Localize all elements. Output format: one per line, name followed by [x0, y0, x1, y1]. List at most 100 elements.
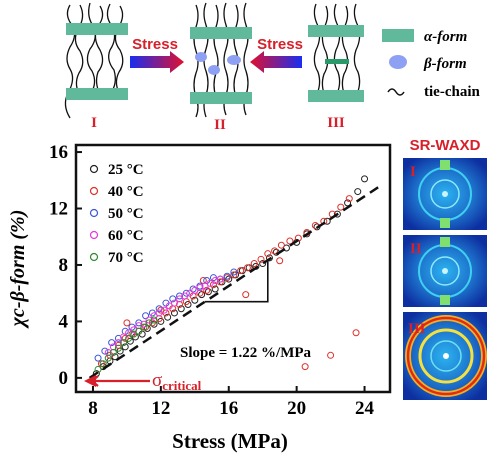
data-point-series-2 — [250, 260, 258, 268]
stress-arrow-right-label: Stress — [257, 36, 303, 53]
critical-arrowhead — [84, 375, 96, 387]
data-point-series-5 — [114, 344, 122, 352]
data-point-series-5 — [145, 319, 153, 327]
data-point-series-2 — [337, 203, 345, 211]
data-point-series-4 — [160, 306, 168, 314]
y-axis-label: χc-β-form (%) — [7, 210, 29, 330]
data-point-series-4 — [176, 295, 184, 303]
data-point-series-1 — [344, 199, 352, 207]
schematic: I Stress — [64, 2, 480, 133]
legend-label: 70 °C — [108, 250, 144, 266]
data-point-series-3 — [189, 285, 197, 293]
data-point-series-2 — [271, 247, 279, 255]
data-point-series-3 — [155, 305, 163, 313]
x-tick-label: 8 — [88, 398, 98, 419]
y-tick-label: 12 — [49, 199, 68, 220]
waxd-panel-ii-label: II — [410, 241, 422, 257]
data-point-series-3 — [135, 319, 143, 327]
stage-iii-illustration — [308, 3, 364, 102]
data-point-series-2 — [257, 255, 265, 263]
stage-i-illustration — [64, 2, 128, 119]
legend-marker — [89, 252, 99, 262]
waxd-panel-i: I — [403, 158, 487, 230]
stress-arrow-left — [130, 51, 184, 73]
plot-frame — [74, 143, 392, 394]
data-point-series-1 — [191, 296, 199, 304]
data-point-series-5 — [125, 334, 133, 342]
chart-legend: 25 °C 40 °C 50 °C 60 °C 70 °C — [89, 162, 144, 266]
data-point-series-5 — [109, 348, 117, 356]
tie-chain-label: tie-chain — [424, 84, 480, 100]
data-point-series-2 — [237, 267, 245, 275]
data-point-series-5 — [120, 339, 128, 347]
alpha-form-label: α-form — [424, 29, 467, 45]
x-tick-label: 16 — [219, 398, 238, 419]
y-axis-ticks: 0 4 8 12 16 — [49, 142, 82, 389]
data-point-series-2 — [327, 351, 335, 359]
schematic-legend: α-form β-form tie-chain — [382, 29, 480, 100]
data-point-series-2 — [286, 237, 294, 245]
data-point-series-5 — [140, 323, 148, 331]
data-point-series-3 — [230, 268, 238, 276]
data-point-series-5 — [130, 330, 138, 338]
data-point-series-4 — [201, 282, 209, 290]
data-point-series-1 — [111, 353, 119, 361]
data-point-series-4 — [196, 284, 204, 292]
y-tick-label: 4 — [59, 311, 69, 332]
data-point-series-1 — [170, 309, 178, 317]
data-point-series-5 — [99, 360, 107, 368]
legend-marker — [89, 164, 99, 174]
data-point-series-4 — [165, 302, 173, 310]
data-point-series-3 — [101, 347, 109, 355]
x-axis-ticks: 8 12 16 20 24 — [88, 386, 375, 419]
scatter-points — [92, 175, 369, 378]
data-point-series-1 — [177, 305, 185, 313]
x-tick-label: 20 — [287, 398, 306, 419]
data-point-series-1 — [198, 291, 206, 299]
y-tick-label: 16 — [49, 142, 68, 163]
data-point-series-4 — [181, 292, 189, 300]
tie-chain-swatch — [387, 88, 405, 96]
data-point-series-4 — [145, 316, 153, 324]
data-point-series-2 — [345, 195, 353, 203]
data-point-series-2 — [121, 334, 129, 342]
data-point-series-1 — [282, 244, 290, 252]
data-point-series-3 — [108, 339, 116, 347]
data-point-series-4 — [130, 326, 138, 334]
data-point-series-1 — [354, 188, 362, 196]
data-point-series-1 — [164, 313, 172, 321]
data-point-series-3 — [223, 272, 231, 280]
linear-fit-line — [88, 186, 379, 379]
waxd-panel-ii: II — [403, 235, 487, 307]
data-point-series-2 — [352, 329, 360, 337]
legend-label: 40 °C — [108, 184, 144, 200]
legend-marker — [89, 186, 99, 196]
data-point-series-1 — [259, 260, 267, 268]
data-point-series-4 — [216, 275, 224, 283]
data-point-series-2 — [216, 278, 224, 286]
data-point-series-4 — [140, 320, 148, 328]
data-point-series-1 — [323, 217, 331, 225]
data-point-series-2 — [209, 281, 217, 289]
data-point-series-4 — [155, 309, 163, 317]
waxd-panels: SR-WAXD I II III — [403, 137, 487, 400]
data-point-series-2 — [203, 286, 211, 294]
legend-marker — [89, 208, 99, 218]
waxd-panel-iii-label: III — [408, 321, 426, 337]
data-point-series-4 — [186, 289, 194, 297]
data-point-series-5 — [135, 327, 143, 335]
x-tick-label: 24 — [355, 398, 375, 419]
data-point-series-2 — [264, 250, 272, 258]
legend-marker — [89, 230, 99, 240]
critical-arrow — [88, 375, 150, 387]
stage-ii-label: II — [214, 117, 226, 133]
data-point-series-5 — [104, 354, 112, 362]
legend-label: 25 °C — [108, 162, 144, 178]
stress-arrow-left-label: Stress — [132, 36, 178, 53]
data-point-series-2 — [243, 264, 251, 272]
data-point-series-2 — [123, 319, 131, 327]
data-point-series-5 — [94, 365, 102, 373]
data-point-series-2 — [114, 341, 122, 349]
data-point-series-1 — [333, 210, 341, 218]
